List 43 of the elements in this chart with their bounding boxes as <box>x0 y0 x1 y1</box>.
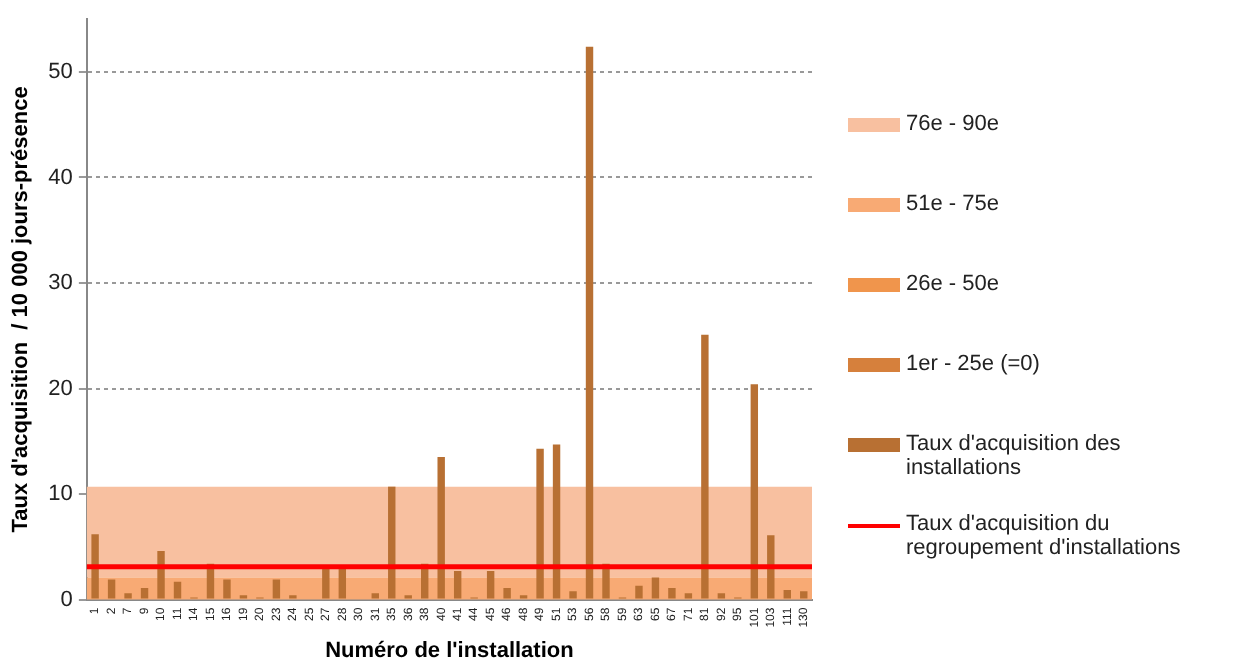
bar <box>272 579 281 599</box>
y-tick-label: 40 <box>48 165 73 190</box>
bar <box>388 486 396 599</box>
legend-label: 51e - 75e <box>906 192 999 216</box>
bar <box>536 448 544 599</box>
legend-label: 76e - 90e <box>906 112 999 136</box>
y-axis-title: Taux d'acquisition / 10 000 jours-présence <box>9 86 34 533</box>
bar <box>552 444 561 599</box>
text: 26e - 50e <box>906 272 999 296</box>
bar <box>800 591 808 599</box>
bar <box>338 567 347 599</box>
bar <box>371 593 379 599</box>
bar <box>503 587 511 599</box>
bar <box>585 46 594 599</box>
bar <box>783 590 791 599</box>
bar <box>173 581 182 599</box>
bar <box>437 457 445 599</box>
y-tick-label: 20 <box>48 376 73 401</box>
bar <box>684 593 693 599</box>
bar <box>569 591 577 599</box>
text: 1er - 25e (=0) <box>906 352 1040 376</box>
legend-label: Taux d'acquisition des installations <box>906 432 1123 480</box>
y-tick-label: 0 <box>60 587 73 612</box>
bar <box>651 577 660 599</box>
y-tick-label: 50 <box>48 60 73 85</box>
bar <box>453 571 462 599</box>
y-tick-label: 30 <box>48 271 73 296</box>
bar <box>124 593 132 599</box>
y-tick-label: 10 <box>48 482 73 507</box>
bar <box>635 585 643 599</box>
legend-label: Taux d'acquisition du regroupement d'installations <box>906 512 1183 560</box>
bar <box>486 571 495 599</box>
bar <box>767 535 775 599</box>
x-axis-title: Numéro de l'installation <box>325 638 575 663</box>
bar <box>717 593 726 599</box>
bar <box>322 567 330 599</box>
bar <box>223 579 231 599</box>
bar <box>91 534 99 599</box>
bar <box>750 384 759 599</box>
bar <box>668 587 676 599</box>
bar <box>140 587 149 599</box>
bar <box>107 579 116 599</box>
bar <box>701 334 709 599</box>
